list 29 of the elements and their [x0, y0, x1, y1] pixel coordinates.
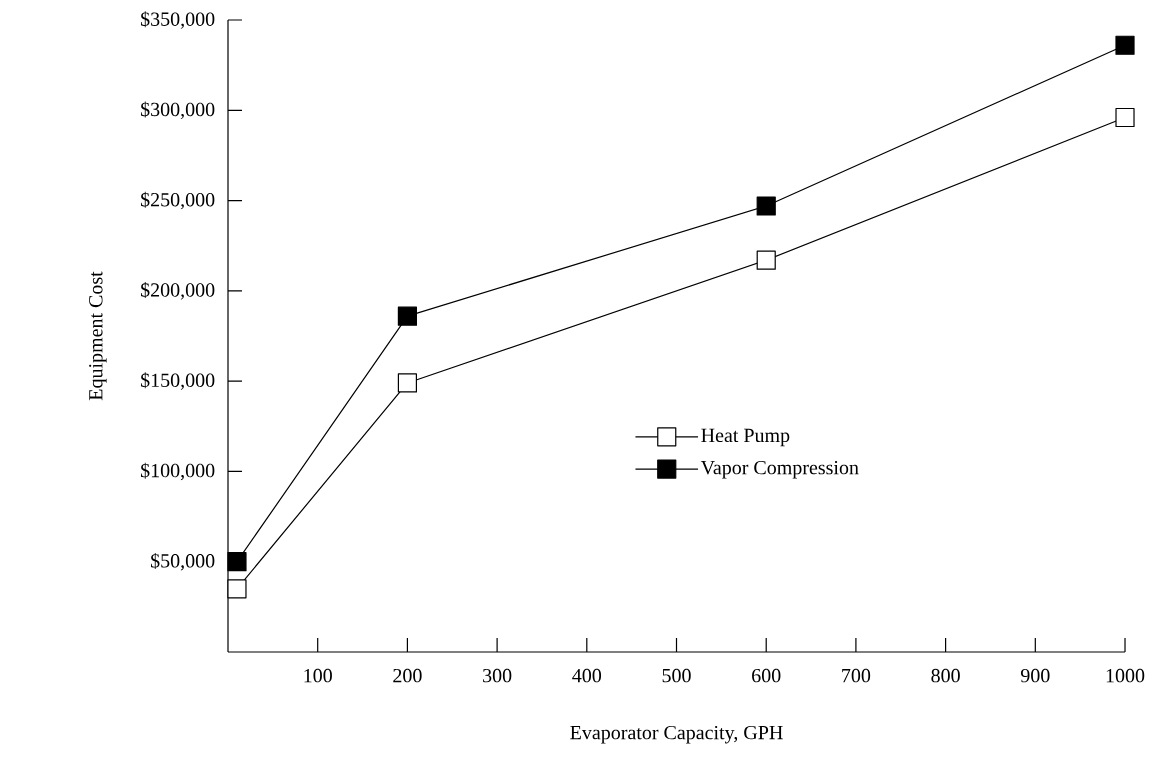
x-tick-label: 500: [662, 668, 691, 683]
y-tick-label: $350,000: [141, 11, 215, 29]
point: [227, 552, 247, 572]
x-tick-label: 1000: [1106, 668, 1145, 683]
x-tick-label: 300: [483, 668, 512, 683]
x-tick-label: 100: [304, 668, 332, 683]
x-tick-label: 600: [752, 668, 781, 683]
point: [1115, 107, 1135, 128]
y-tick-label: $100,000: [141, 462, 215, 481]
x-tick-label: 200: [393, 668, 422, 683]
y-tick-label: $200,000: [141, 282, 215, 300]
point: [397, 373, 417, 393]
y-tick-label: $300,000: [141, 101, 215, 120]
y-tick-label: $250,000: [141, 191, 215, 210]
point: [397, 306, 417, 326]
x-axis-title: Evaporator Capacity, GPH: [570, 725, 783, 744]
point: [756, 250, 776, 270]
legend-label: Heat Pump: [701, 428, 790, 447]
point: [756, 196, 776, 216]
x-tick-label: 700: [842, 668, 871, 683]
point: [227, 579, 247, 599]
y-tick-label: $50,000: [151, 552, 215, 571]
point: [1115, 35, 1135, 55]
y-axis-title: Equipment Cost: [89, 271, 107, 401]
y-tick-label: $150,000: [141, 372, 215, 390]
x-tick-label: 900: [1020, 668, 1050, 683]
x-tick-label: 400: [572, 668, 602, 683]
x-tick-label: 800: [931, 668, 960, 683]
legend-label: Vapor Compression: [700, 460, 859, 479]
